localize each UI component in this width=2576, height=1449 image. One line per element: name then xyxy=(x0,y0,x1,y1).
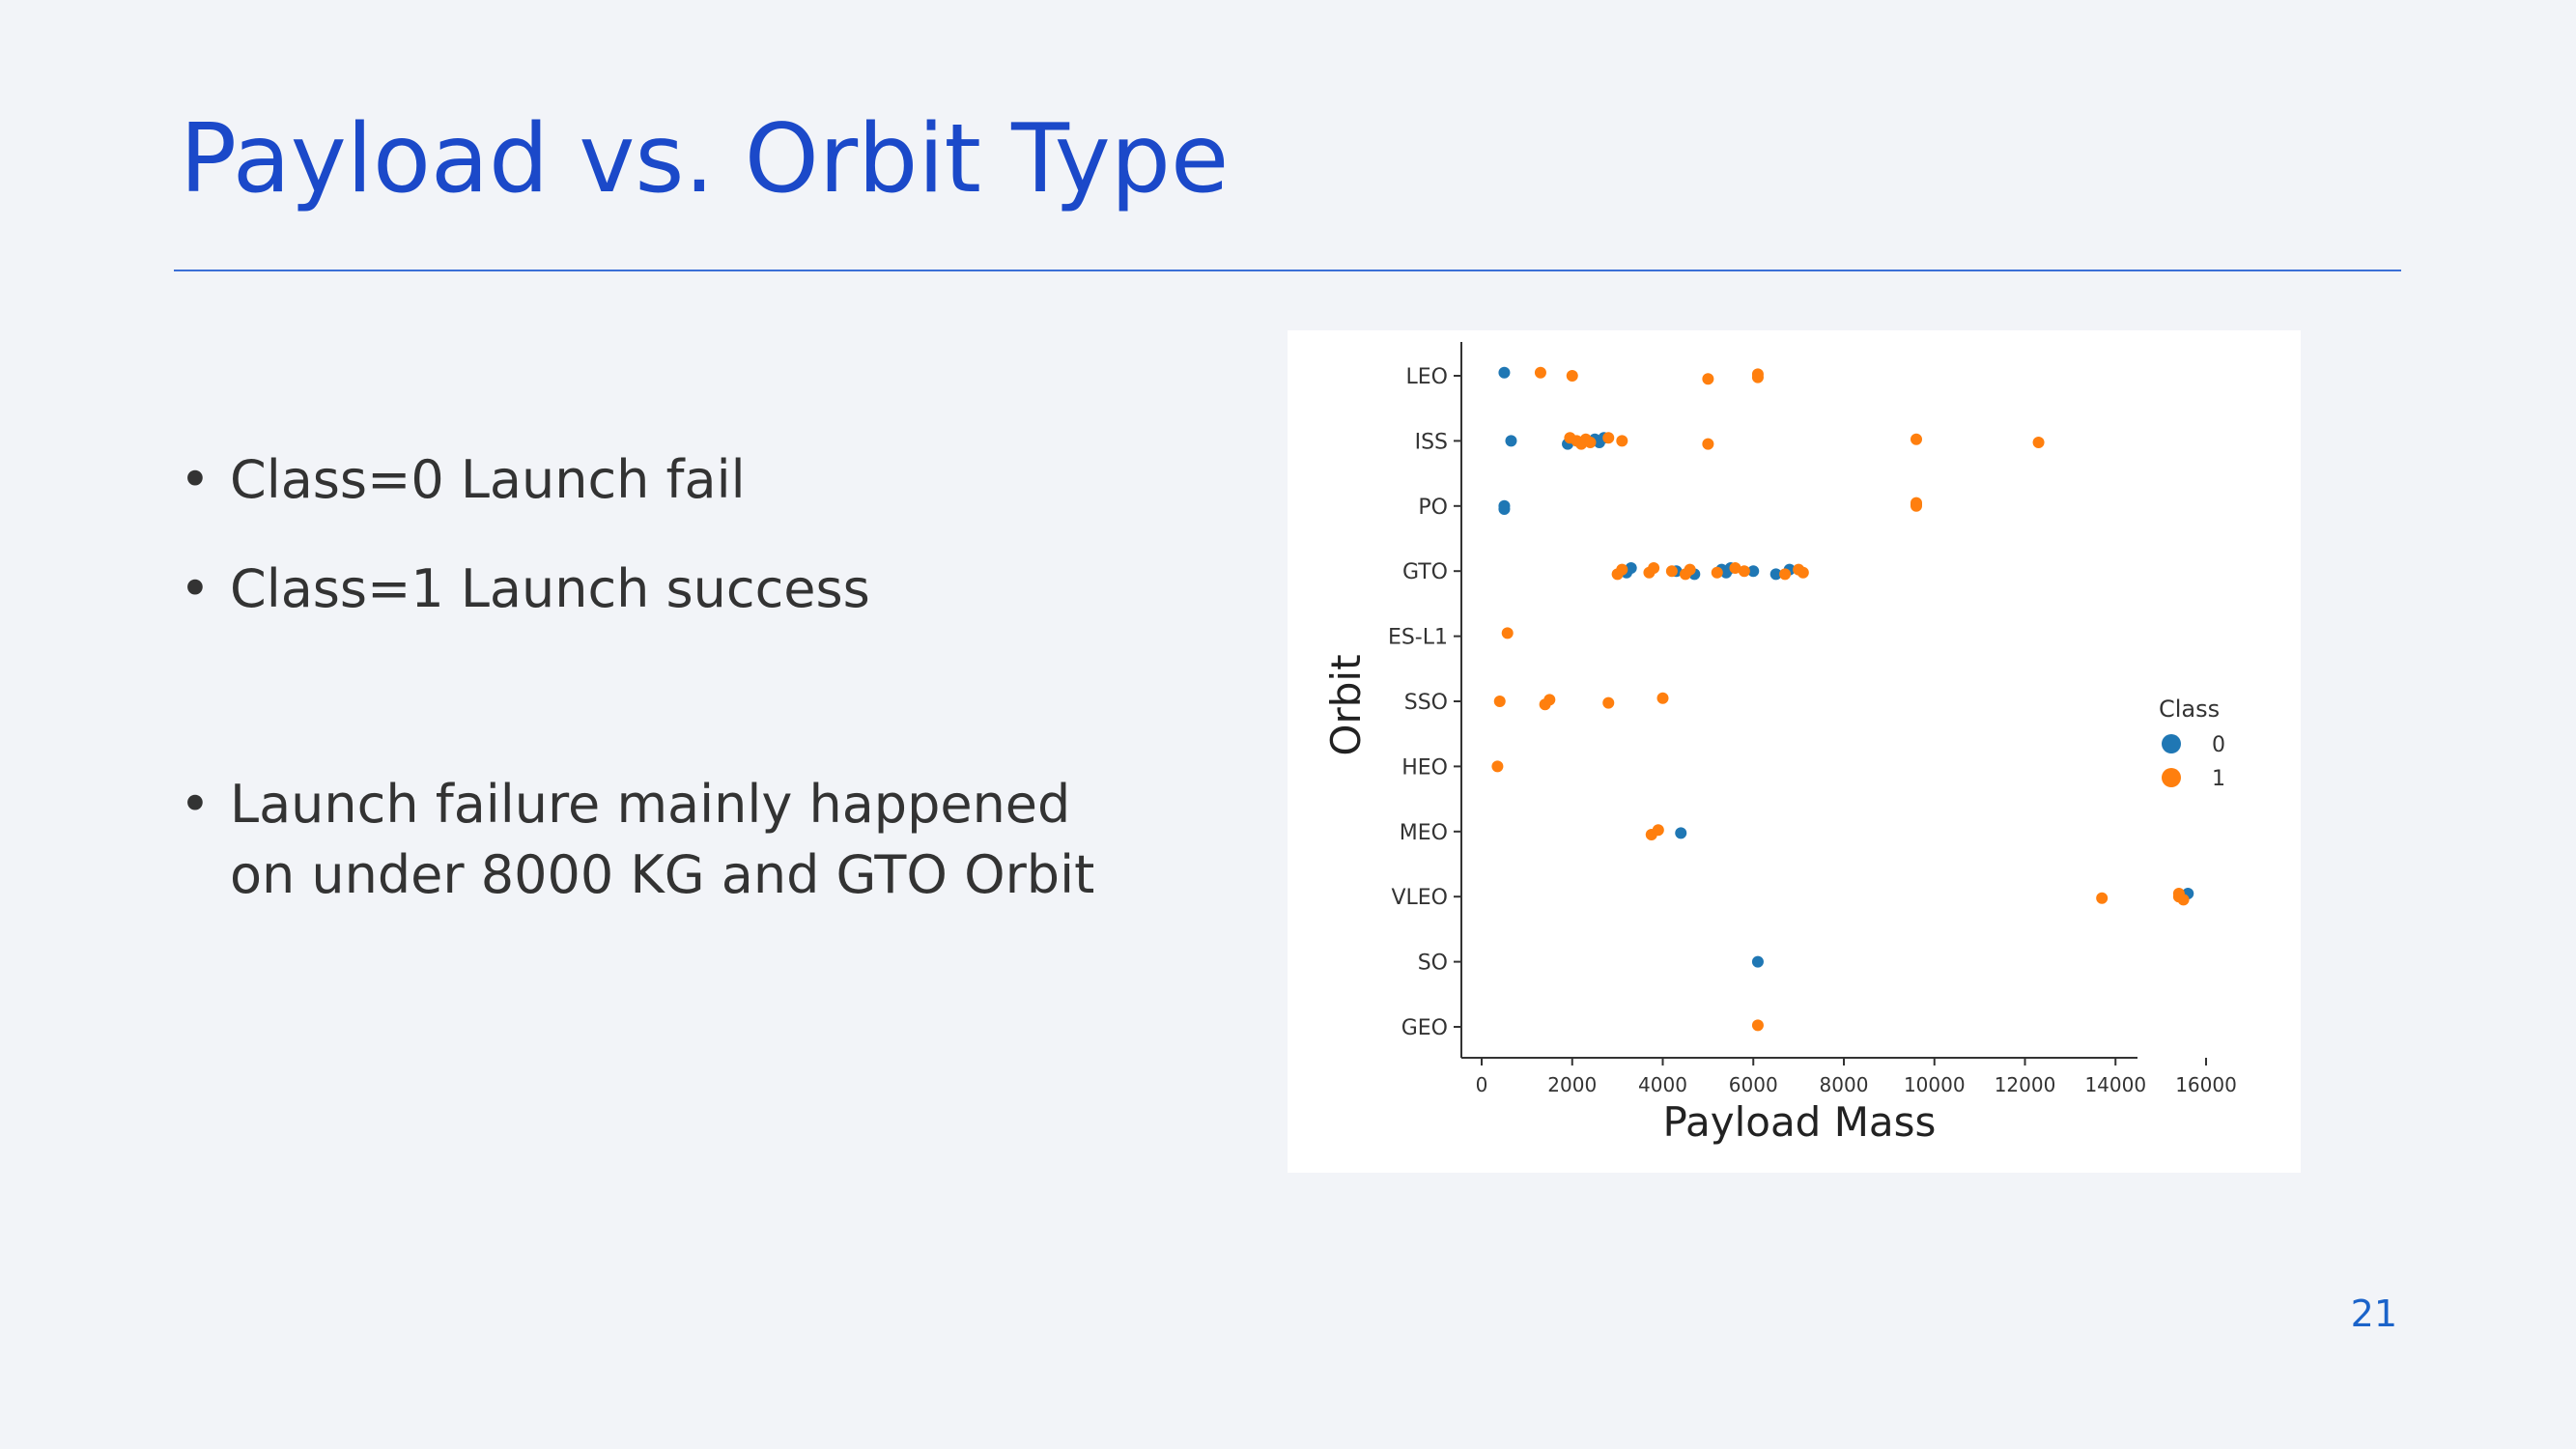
bullet-list: Class=0 Launch fail Class=1 Launch succe… xyxy=(180,444,1146,910)
legend-marker xyxy=(2162,734,2181,753)
y-tick-label: GTO xyxy=(1402,560,1448,584)
scatter-point xyxy=(1652,824,1664,837)
y-tick-label: ES-L1 xyxy=(1388,626,1448,650)
x-tick-label: 16000 xyxy=(2175,1073,2237,1096)
scatter-chart: LEO ISS PO GTO ES-L1 SSO HEO MEO VLEO SO GEO 0 2000… xyxy=(1322,342,2237,1146)
scatter-point xyxy=(1616,563,1628,576)
y-tick-label: LEO xyxy=(1406,365,1448,389)
y-tick-label: SSO xyxy=(1404,691,1448,715)
legend-label: 1 xyxy=(2212,767,2225,791)
chart-points xyxy=(1491,366,2194,1032)
chart-panel: LEO ISS PO GTO ES-L1 SSO HEO MEO VLEO SO GEO 0 2000… xyxy=(1288,330,2301,1173)
scatter-point xyxy=(1711,566,1723,579)
scatter-point xyxy=(1584,437,1597,448)
legend-title: Class xyxy=(2159,696,2220,723)
scatter-point xyxy=(1751,371,1764,384)
scatter-point xyxy=(2032,437,2045,448)
slide-title: Payload vs. Orbit Type xyxy=(180,104,1230,214)
y-tick-label: ISS xyxy=(1415,430,1448,454)
x-tick-label: 12000 xyxy=(1995,1073,2056,1096)
legend-marker xyxy=(2162,768,2181,787)
scatter-point xyxy=(1747,565,1760,578)
scatter-point xyxy=(1501,627,1514,639)
legend-entries: 01 xyxy=(2162,733,2225,791)
y-tick-label: VLEO xyxy=(1391,886,1448,910)
x-axis-label: Payload Mass xyxy=(1663,1098,1937,1146)
page-number: 21 xyxy=(2350,1293,2397,1335)
scatter-point xyxy=(1738,565,1750,578)
bullet-item: Class=1 Launch success xyxy=(180,554,1146,624)
scatter-point xyxy=(1648,562,1660,574)
scatter-point xyxy=(1702,438,1714,450)
x-tick-label: 2000 xyxy=(1547,1073,1597,1096)
scatter-point xyxy=(1751,955,1764,968)
scatter-point xyxy=(1911,499,1922,512)
scatter-point xyxy=(1498,366,1511,379)
scatter-point xyxy=(1665,565,1678,578)
scatter-point xyxy=(1498,503,1511,515)
scatter-point xyxy=(2177,894,2190,906)
scatter-point xyxy=(1797,566,1809,579)
x-axis-ticks: 0 2000 4000 6000 8000 10000 12000 14000 16000 xyxy=(1476,1058,2237,1096)
x-tick-label: 10000 xyxy=(1904,1073,1966,1096)
scatter-point xyxy=(2096,892,2109,904)
scatter-point xyxy=(1602,432,1615,444)
scatter-point xyxy=(1505,435,1517,447)
scatter-point xyxy=(1729,562,1741,574)
scatter-point xyxy=(1684,563,1696,576)
y-axis-label: Orbit xyxy=(1322,654,1370,755)
scatter-point xyxy=(1491,760,1504,773)
scatter-point xyxy=(1779,568,1792,581)
x-tick-label: 8000 xyxy=(1820,1073,1869,1096)
scatter-point xyxy=(1543,694,1556,706)
bullet-item: Launch failure mainly happened on under … xyxy=(180,769,1146,910)
y-tick-label: HEO xyxy=(1401,755,1448,780)
y-tick-label: MEO xyxy=(1400,821,1448,845)
scatter-point xyxy=(1911,433,1922,445)
scatter-point xyxy=(1625,562,1637,574)
scatter-point xyxy=(1675,827,1687,839)
x-tick-label: 0 xyxy=(1476,1073,1488,1096)
scatter-point xyxy=(1751,1019,1764,1032)
y-tick-label: PO xyxy=(1418,496,1448,520)
y-axis-ticks: LEO ISS PO GTO ES-L1 SSO HEO MEO VLEO SO GEO xyxy=(1388,365,1461,1040)
scatter-point xyxy=(1769,568,1782,581)
title-divider xyxy=(174,270,2401,271)
scatter-point xyxy=(1493,696,1506,707)
x-tick-label: 14000 xyxy=(2084,1073,2146,1096)
y-tick-label: GEO xyxy=(1401,1016,1448,1040)
x-tick-label: 6000 xyxy=(1729,1073,1778,1096)
x-tick-label: 4000 xyxy=(1638,1073,1687,1096)
scatter-point xyxy=(1656,692,1669,704)
y-tick-label: SO xyxy=(1418,952,1448,976)
scatter-point xyxy=(1616,435,1628,447)
scatter-point xyxy=(1702,373,1714,385)
chart-legend: Class 01 xyxy=(2159,696,2225,791)
scatter-point xyxy=(1602,696,1615,709)
bullet-item: Class=0 Launch fail xyxy=(180,444,1146,515)
legend-label: 0 xyxy=(2212,733,2225,757)
scatter-point xyxy=(1534,366,1546,379)
scatter-point xyxy=(1566,370,1578,382)
